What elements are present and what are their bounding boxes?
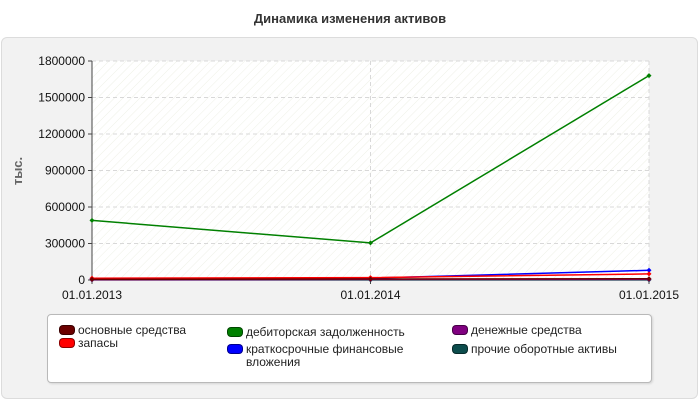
legend-label-inventory: запасы <box>78 336 118 350</box>
y-axis-label: тыс. <box>10 157 25 185</box>
legend-swatch-receivables <box>227 327 243 337</box>
data-point <box>646 276 652 282</box>
data-point <box>368 276 373 282</box>
legend-swatch-fixed-assets <box>59 325 75 335</box>
x-tick-label: 01.01.2013 <box>62 288 122 302</box>
data-point <box>646 271 652 277</box>
y-tick-label: 1200000 <box>38 127 85 141</box>
legend-swatch-cash <box>452 325 468 335</box>
legend-swatch-other-current-assets <box>452 344 468 354</box>
series-layer <box>89 73 652 283</box>
legend-item-other-current-assets[interactable]: прочие оборотные активы <box>452 343 617 356</box>
y-tick-label: 900000 <box>45 164 85 178</box>
plot-area <box>92 61 649 280</box>
legend-swatch-inventory <box>59 338 75 348</box>
y-tick-label: 1800000 <box>38 54 85 68</box>
data-point <box>89 217 95 223</box>
legend-label-other-current-assets: прочие оборотные активы <box>471 342 617 356</box>
y-tick-label: 600000 <box>45 200 85 214</box>
x-tick-label: 01.01.2015 <box>619 288 679 302</box>
legend-item-inventory[interactable]: запасы <box>59 337 118 350</box>
data-point <box>89 276 95 282</box>
y-tick-label: 1500000 <box>38 91 85 105</box>
legend-swatch-short-term-investments <box>227 344 243 354</box>
legend-label-receivables: дебиторская задолженность <box>246 325 405 339</box>
legend-item-receivables[interactable]: дебиторская задолженность <box>227 326 405 339</box>
y-tick-label: 0 <box>78 273 85 287</box>
data-point <box>646 267 652 273</box>
legend-item-fixed-assets[interactable]: основные средства <box>59 324 186 337</box>
x-tick-label: 01.01.2014 <box>340 288 400 302</box>
y-tick-label: 300000 <box>45 237 85 251</box>
legend-label-cash: денежные средства <box>471 323 582 337</box>
chart-title: Динамика изменения активов <box>253 11 447 26</box>
data-point <box>368 240 373 246</box>
legend-label-short-term-investments: краткосрочные финансовые вложения <box>246 342 404 369</box>
legend-item-short-term-investments[interactable]: краткосрочные финансовые вложения <box>227 343 442 369</box>
legend-label-fixed-assets: основные средства <box>78 323 187 337</box>
legend-item-cash[interactable]: денежные средства <box>452 324 582 337</box>
legend: основные средства запасы дебиторская зад… <box>47 314 652 383</box>
grid-layer <box>92 60 650 280</box>
data-point <box>646 73 652 79</box>
